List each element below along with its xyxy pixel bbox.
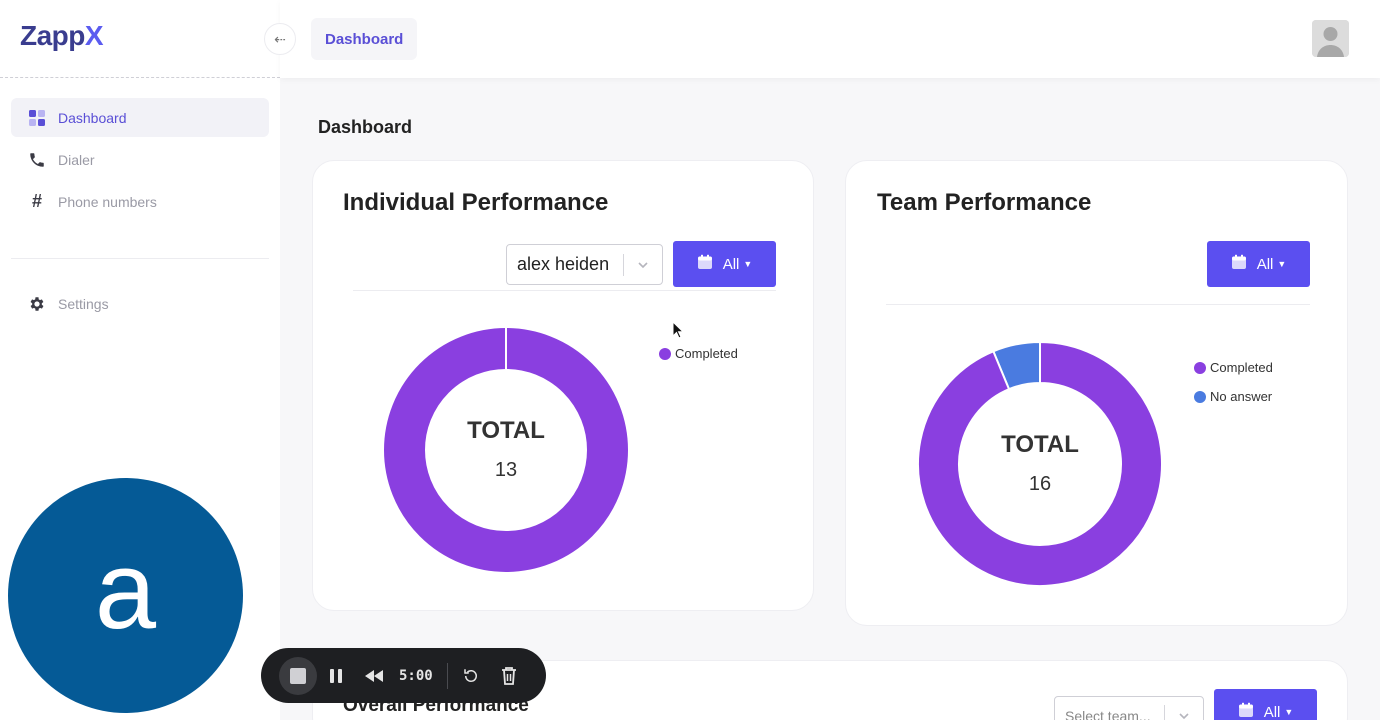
- restart-button[interactable]: [452, 667, 490, 685]
- pause-icon: [330, 668, 342, 683]
- restart-icon: [463, 668, 477, 682]
- legend-label: Completed: [675, 346, 738, 361]
- select-separator: [623, 253, 624, 276]
- arrow-left-icon: ⇠: [274, 30, 286, 47]
- individual-performance-card: Individual Performance alex heiden All ▼…: [312, 160, 814, 611]
- user-silhouette-icon: [1312, 20, 1349, 57]
- team-select[interactable]: Select team...: [1054, 696, 1204, 720]
- webcam-bubble[interactable]: a: [8, 478, 243, 713]
- collapse-sidebar-button[interactable]: ⇠: [264, 23, 296, 55]
- team-donut-chart: [881, 305, 1200, 624]
- caret-down-icon: ▼: [1284, 707, 1294, 717]
- logo-divider: [0, 77, 280, 78]
- legend-item[interactable]: No answer: [1194, 382, 1273, 411]
- topbar: [280, 0, 1380, 78]
- agent-select[interactable]: alex heiden: [506, 244, 663, 285]
- gear-icon: [28, 295, 46, 313]
- sidebar-item-dashboard[interactable]: Dashboard: [11, 98, 269, 137]
- sidebar-item-label: Dashboard: [58, 109, 127, 126]
- webcam-letter: a: [94, 529, 157, 652]
- date-filter-button[interactable]: All ▼: [1207, 241, 1310, 287]
- app-logo[interactable]: ZappX: [20, 20, 104, 51]
- donut-total-value: 13: [494, 459, 518, 481]
- hash-icon: #: [31, 191, 42, 211]
- date-filter-label: All: [1256, 255, 1274, 273]
- donut-total-title: TOTAL: [1001, 431, 1079, 458]
- recorder-separator: [446, 662, 448, 689]
- page-title: Dashboard: [318, 117, 413, 137]
- sidebar-item-dialer[interactable]: Dialer: [11, 140, 269, 179]
- dashboard-icon: [28, 109, 46, 127]
- mouse-cursor-icon: [672, 321, 684, 339]
- rewind-icon: [365, 669, 383, 682]
- stop-recording-button[interactable]: [279, 656, 317, 695]
- caret-down-icon: ▼: [743, 259, 753, 269]
- sidebar-item-settings[interactable]: Settings: [11, 284, 269, 323]
- card-divider: [353, 290, 776, 291]
- legend-label: No answer: [1210, 389, 1273, 404]
- card-title: Individual Performance: [343, 189, 609, 216]
- individual-donut-chart: [384, 328, 628, 572]
- team-select-placeholder: Select team...: [1065, 708, 1151, 720]
- card-title: Team Performance: [877, 189, 1092, 216]
- recording-timer: 5:00: [399, 667, 433, 684]
- calendar-icon: [1238, 702, 1254, 720]
- chart-legend: Completed: [659, 339, 738, 368]
- donut-total-value: 16: [1028, 473, 1052, 495]
- rewind-button[interactable]: [355, 669, 393, 683]
- sidebar-item-label: Dialer: [58, 151, 95, 168]
- breadcrumb-label: Dashboard: [325, 30, 404, 48]
- chevron-down-icon: [1165, 709, 1203, 720]
- card-divider: [886, 304, 1310, 305]
- date-filter-label: All: [1263, 703, 1281, 720]
- donut-total-title: TOTAL: [467, 417, 545, 444]
- calendar-icon: [697, 254, 713, 274]
- date-filter-button[interactable]: All ▼: [673, 241, 776, 287]
- trash-icon: [501, 666, 516, 685]
- legend-dot: [659, 347, 671, 360]
- calendar-icon: [1231, 254, 1247, 274]
- caret-down-icon: ▼: [1277, 259, 1287, 269]
- user-avatar[interactable]: [1312, 20, 1349, 57]
- stop-icon: [290, 667, 306, 684]
- sidebar-item-label: Settings: [58, 295, 109, 312]
- phone-icon: [28, 151, 46, 169]
- legend-dot: [1194, 390, 1206, 403]
- chart-legend: Completed No answer: [1194, 353, 1273, 411]
- donut-slice-completed[interactable]: [881, 305, 1200, 624]
- team-performance-card: Team Performance All ▼ TOTAL 16 Complete…: [845, 160, 1348, 626]
- pause-button[interactable]: [317, 668, 355, 684]
- agent-select-value: alex heiden: [517, 254, 610, 274]
- nav-divider: [11, 258, 269, 259]
- breadcrumb[interactable]: Dashboard: [311, 18, 418, 60]
- sidebar-item-phone-numbers[interactable]: # Phone numbers: [11, 182, 269, 221]
- donut-center-label: TOTAL 13: [446, 417, 566, 482]
- legend-item[interactable]: Completed: [1194, 353, 1273, 382]
- date-filter-label: All: [722, 255, 740, 273]
- date-filter-button[interactable]: All ▼: [1214, 689, 1317, 720]
- select-separator: [1164, 705, 1165, 720]
- legend-dot: [1194, 361, 1206, 374]
- donut-center-label: TOTAL 16: [980, 431, 1100, 496]
- legend-item[interactable]: Completed: [659, 339, 738, 368]
- recorder-controls: 5:00: [261, 648, 546, 703]
- delete-recording-button[interactable]: [490, 666, 528, 686]
- legend-label: Completed: [1210, 360, 1273, 375]
- chevron-down-icon: [624, 258, 662, 272]
- sidebar-item-label: Phone numbers: [58, 193, 157, 210]
